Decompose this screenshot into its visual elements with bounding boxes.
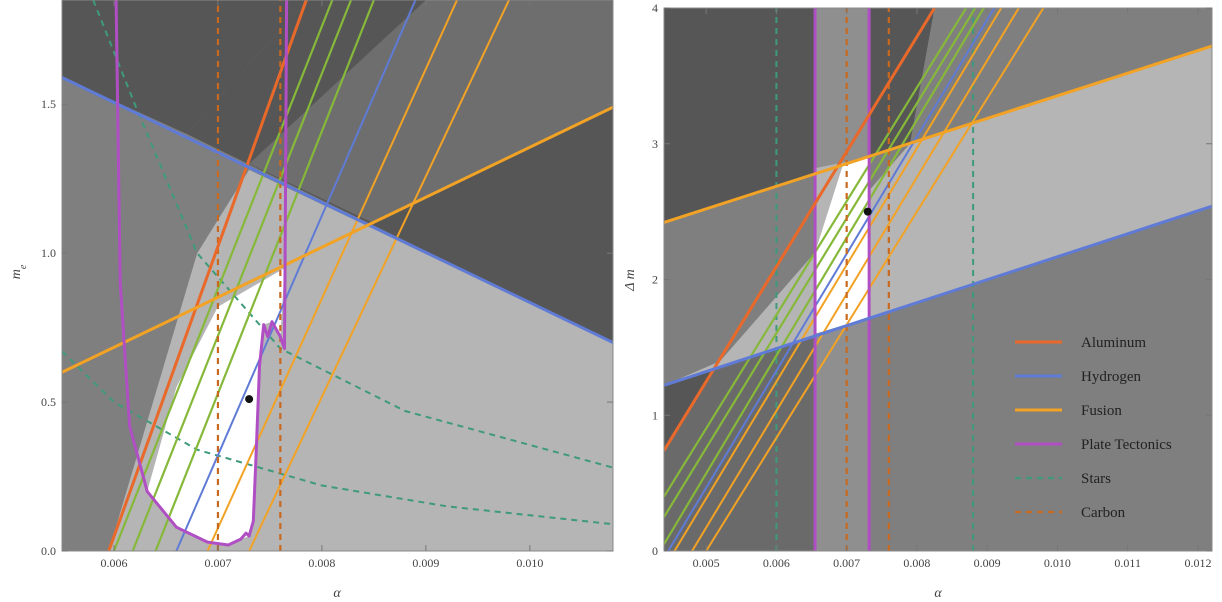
left-y-tick-label: 0.0 <box>41 544 56 558</box>
left-curves <box>62 0 613 551</box>
right-fusion-parallel-line-3 <box>705 8 1045 551</box>
left-green-line-1 <box>112 0 334 551</box>
right-x-tick-label: 0.009 <box>974 556 1001 570</box>
right-hydrogen-parallel-line <box>667 8 996 551</box>
right-x-tick-label: 0.006 <box>763 556 790 570</box>
right-x-tick-label: 0.012 <box>1184 556 1211 570</box>
left-fusion-parallel-line-2 <box>248 0 510 551</box>
left-axes: 0.006 0.007 0.008 0.009 0.010 0.0 0.5 1.0 1.5 <box>41 0 613 570</box>
legend-label-plate-tectonics: Plate Tectonics <box>1081 437 1172 453</box>
left-x-tick-label: 0.010 <box>516 556 543 570</box>
legend-label-aluminum: Aluminum <box>1081 335 1146 351</box>
left-aluminum-line <box>107 0 308 551</box>
right-hydrogen-line <box>664 204 1212 387</box>
left-stars-curve-2 <box>62 350 613 526</box>
left-y-tick-label: 1.0 <box>41 246 56 260</box>
right-current-universe-marker <box>863 207 872 216</box>
left-x-tick-label: 0.007 <box>204 556 231 570</box>
left-fusion-line <box>62 105 613 374</box>
left-y-tick-label: 0.5 <box>41 395 56 409</box>
left-current-universe-marker <box>245 395 254 404</box>
legend: Aluminum Hydrogen Fusion Plate Tectonics Sta… <box>1015 335 1172 521</box>
right-region-light-band <box>664 46 1212 386</box>
left-x-tick-label: 0.008 <box>308 556 335 570</box>
right-plot: 0.005 0.006 0.007 0.008 0.009 0.010 0.011 0.012… <box>623 1 1213 601</box>
legend-label-carbon: Carbon <box>1081 505 1126 521</box>
legend-label-stars: Stars <box>1081 471 1111 487</box>
left-hydrogen-parallel-line <box>175 0 417 551</box>
right-y-tick-label: 2 <box>652 273 658 287</box>
right-fusion-parallel-line-1 <box>673 8 1003 551</box>
left-green-line-2 <box>131 0 353 551</box>
right-x-tick-label: 0.010 <box>1044 556 1071 570</box>
right-curves <box>664 8 1212 551</box>
legend-label-hydrogen: Hydrogen <box>1081 369 1141 385</box>
left-x-axis-title: α <box>333 586 341 601</box>
left-fusion-parallel-line-1 <box>206 0 458 551</box>
right-x-tick-label: 0.007 <box>833 556 860 570</box>
right-y-axis-title: Δ m <box>623 269 638 292</box>
left-region-mid-overlay <box>249 0 613 224</box>
right-x-tick-label: 0.011 <box>1114 556 1141 570</box>
right-x-tick-label: 0.005 <box>693 556 720 570</box>
right-axes: 0.005 0.006 0.007 0.008 0.009 0.010 0.011 0.012… <box>652 1 1212 570</box>
left-region-white <box>147 268 285 545</box>
left-region-dark-upper <box>62 0 307 134</box>
right-y-tick-label: 1 <box>652 408 658 422</box>
right-x-axis-title: α <box>934 586 942 601</box>
left-region-fills <box>62 0 613 551</box>
left-x-tick-label: 0.006 <box>100 556 127 570</box>
left-plot-frame <box>61 0 614 552</box>
legend-label-fusion: Fusion <box>1081 403 1122 419</box>
right-green-line-2 <box>664 8 977 518</box>
left-y-axis-title: me <box>9 264 29 279</box>
right-fusion-parallel-line-2 <box>691 8 1020 551</box>
right-fusion-line <box>664 44 1212 224</box>
right-green-line-3 <box>664 8 985 545</box>
left-hydrogen-line <box>62 76 613 344</box>
left-x-tick-label: 0.009 <box>412 556 439 570</box>
right-x-tick-label: 0.008 <box>903 556 930 570</box>
left-stars-curve-1 <box>92 0 613 469</box>
right-y-tick-label: 3 <box>652 137 658 151</box>
right-y-tick-label: 0 <box>652 544 658 558</box>
left-y-axis-subscript: e <box>18 264 29 269</box>
right-y-tick-label: 4 <box>652 1 658 15</box>
right-aluminum-line <box>664 8 936 452</box>
left-y-tick-label: 1.5 <box>41 97 56 111</box>
right-region-fills <box>664 8 1212 551</box>
left-plate-tectonics-curve <box>114 0 289 547</box>
